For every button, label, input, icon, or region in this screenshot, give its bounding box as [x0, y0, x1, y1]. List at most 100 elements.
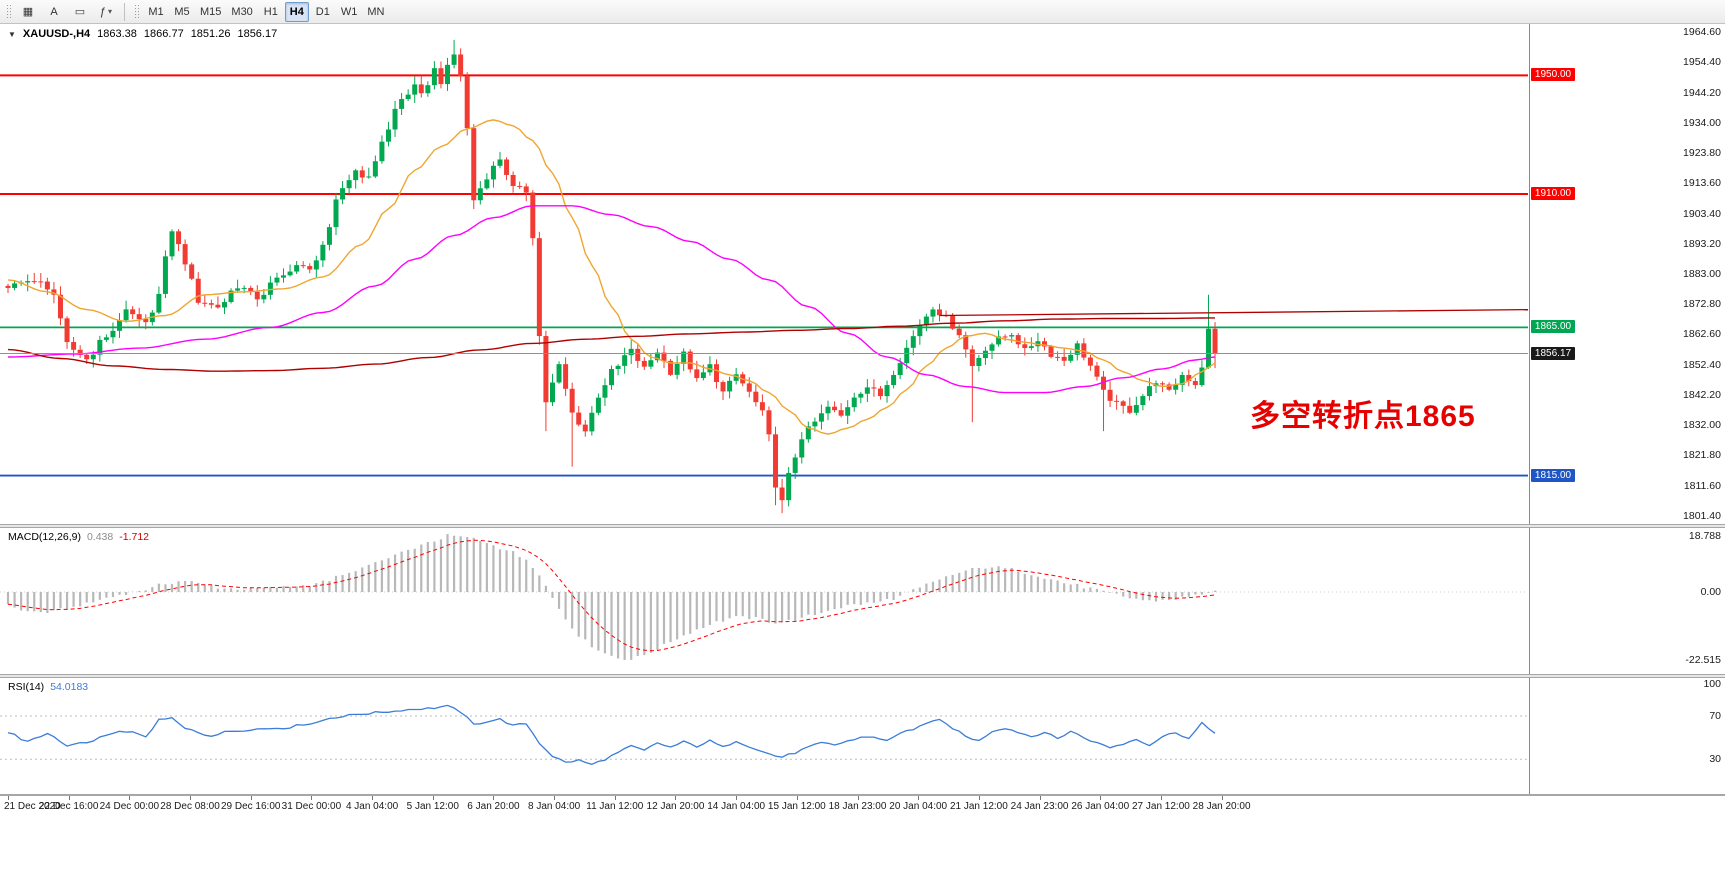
rsi-line: [7, 704, 1216, 765]
time-tick: [857, 796, 859, 800]
time-tick: [311, 796, 313, 800]
time-axis-label: 27 Jan 12:00: [1131, 801, 1190, 812]
macd-panel[interactable]: [0, 528, 1528, 674]
time-tick: [614, 796, 616, 800]
time-tick: [918, 796, 920, 800]
time-axis-label: 6 Jan 20:00: [467, 801, 520, 812]
rsi-axis-label: 100: [1703, 677, 1721, 690]
timeframe-button-mn[interactable]: MN: [367, 5, 385, 18]
time-tick: [1221, 796, 1223, 800]
main-price-chart[interactable]: [0, 24, 1528, 524]
panel-separator-1[interactable]: [0, 524, 1725, 528]
price-tag-1815.00: 1815.00: [1531, 468, 1575, 482]
timeframe-button-h4[interactable]: H4: [284, 1, 309, 22]
chart-header: ▼ XAUUSD-,H4 1863.38 1866.77 1851.26 185…: [8, 28, 277, 41]
price-tag-1950.00: 1950.00: [1531, 68, 1575, 82]
rsi-name: RSI(14): [8, 681, 45, 693]
price-axis-label: 1821.80: [1683, 449, 1721, 462]
ma-slow-darkred: [7, 317, 1215, 372]
price-axis-label: 1883.00: [1683, 268, 1721, 280]
time-axis-label: 21 Dec 2020: [4, 801, 61, 812]
time-axis-label: 18 Jan 23:00: [828, 801, 887, 812]
time-tick: [372, 796, 374, 800]
candles-series: [5, 39, 1218, 514]
timeframe-button-w1[interactable]: W1: [340, 5, 358, 18]
toolbar-separator: [124, 2, 125, 21]
price-axis-label: 1872.80: [1683, 298, 1721, 311]
macd-indicator-label: MACD(12,26,9) 0.438 -1.712: [8, 531, 149, 543]
ma-fast-orange: [7, 119, 1216, 435]
dropdown-caret-icon: ▾: [108, 7, 113, 16]
time-axis-label: 29 Dec 16:00: [220, 801, 281, 812]
ma-mid-magenta: [7, 205, 1216, 394]
toolbar-grip-2[interactable]: [134, 3, 139, 20]
price-axis[interactable]: 1964.60 1954.40 1944.20 1934.00 1923.80 1913.…: [1529, 24, 1725, 794]
timeframe-button-h1[interactable]: H1: [263, 5, 278, 18]
object-shape-icon[interactable]: ▭: [74, 6, 86, 18]
indicators-dropdown-icon[interactable]: ƒ ▾: [99, 5, 113, 18]
timeframe-button-group: M1 M5 M15 M30 H1 H4 D1 W1 MN: [143, 1, 389, 22]
time-axis-label: 20 Jan 04:00: [889, 801, 948, 812]
time-axis-label: 28 Dec 08:00: [160, 801, 220, 812]
price-axis-label: 1801.40: [1683, 509, 1721, 522]
time-axis-label: 11 Jan 12:00: [586, 801, 644, 812]
time-axis[interactable]: 21 Dec 2020 22 Dec 16:00 24 Dec 00:00 28 De…: [0, 796, 1725, 816]
time-tick: [250, 796, 252, 800]
macd-histogram: [6, 534, 1217, 660]
time-axis-label: 5 Jan 12:00: [406, 801, 459, 812]
price-tag-1910.00: 1910.00: [1531, 186, 1575, 200]
time-tick: [554, 796, 556, 800]
price-axis-label: 1923.80: [1683, 147, 1721, 160]
rsi-indicator-label: RSI(14) 54.0183: [8, 681, 88, 693]
rsi-panel[interactable]: [0, 678, 1528, 794]
timeframe-button-m1[interactable]: M1: [148, 5, 164, 18]
time-axis-label: 15 Jan 12:00: [767, 801, 826, 812]
time-tick: [675, 796, 677, 800]
price-axis-label: 1903.40: [1683, 207, 1721, 220]
toolbar-icon-group: ▦ A ▭ ƒ ▾: [15, 2, 119, 22]
price-axis-label: 1964.60: [1683, 26, 1721, 39]
time-axis-label: 26 Jan 04:00: [1071, 801, 1130, 812]
rsi-axis-label: 30: [1709, 753, 1721, 766]
time-tick: [796, 796, 798, 800]
time-axis-label: 12 Jan 20:00: [646, 801, 705, 812]
price-axis-label: 1913.60: [1683, 177, 1721, 190]
time-axis-border: [0, 794, 1725, 796]
time-tick: [1160, 796, 1162, 800]
panel-separator-2[interactable]: [0, 674, 1725, 678]
macd-name: MACD(12,26,9): [8, 531, 81, 543]
toolbar: ▦ A ▭ ƒ ▾ M1 M5 M15 M30 H1 H4 D1 W1 MN: [0, 0, 1725, 24]
red-trendline[interactable]: [939, 308, 1528, 317]
toolbar-grip[interactable]: [6, 3, 11, 20]
timeframe-button-m5[interactable]: M5: [174, 5, 190, 18]
time-tick: [736, 796, 738, 800]
chart-open-value: 1863.38: [97, 28, 137, 40]
rsi-axis-label: 70: [1709, 710, 1721, 722]
timeframe-button-d1[interactable]: D1: [315, 5, 330, 18]
timeframe-button-m15[interactable]: M15: [200, 5, 222, 18]
macd-signal-line: [7, 539, 1216, 652]
time-axis-label: 28 Jan 20:00: [1192, 801, 1251, 812]
time-axis-label: 24 Jan 23:00: [1010, 801, 1069, 812]
time-tick: [129, 796, 131, 800]
timeframe-button-m30[interactable]: M30: [231, 5, 253, 18]
time-axis-label: 4 Jan 04:00: [345, 801, 399, 812]
price-axis-label: 1852.40: [1683, 358, 1721, 371]
price-axis-label: 1811.60: [1683, 479, 1721, 492]
text-label-icon[interactable]: A: [50, 5, 58, 18]
time-axis-label: 21 Jan 12:00: [949, 801, 1008, 812]
price-axis-label: 1934.00: [1683, 116, 1721, 129]
chart-symbol-label: XAUUSD-,H4: [22, 28, 91, 40]
chart-close-value: 1856.17: [237, 28, 278, 40]
time-tick: [8, 796, 9, 800]
time-tick: [978, 796, 980, 800]
time-tick: [1039, 796, 1041, 800]
chart-dropdown-arrow-icon[interactable]: ▼: [8, 30, 16, 39]
time-axis-label: 24 Dec 00:00: [99, 801, 160, 812]
macd-signal-value: -1.712: [119, 531, 150, 543]
time-tick: [1100, 796, 1102, 800]
chart-window-icon[interactable]: ▦: [22, 6, 34, 18]
macd-axis-label: 0.00: [1700, 586, 1721, 598]
chart-annotation-text: 多空转折点1865: [1250, 400, 1476, 433]
time-tick: [493, 796, 495, 800]
